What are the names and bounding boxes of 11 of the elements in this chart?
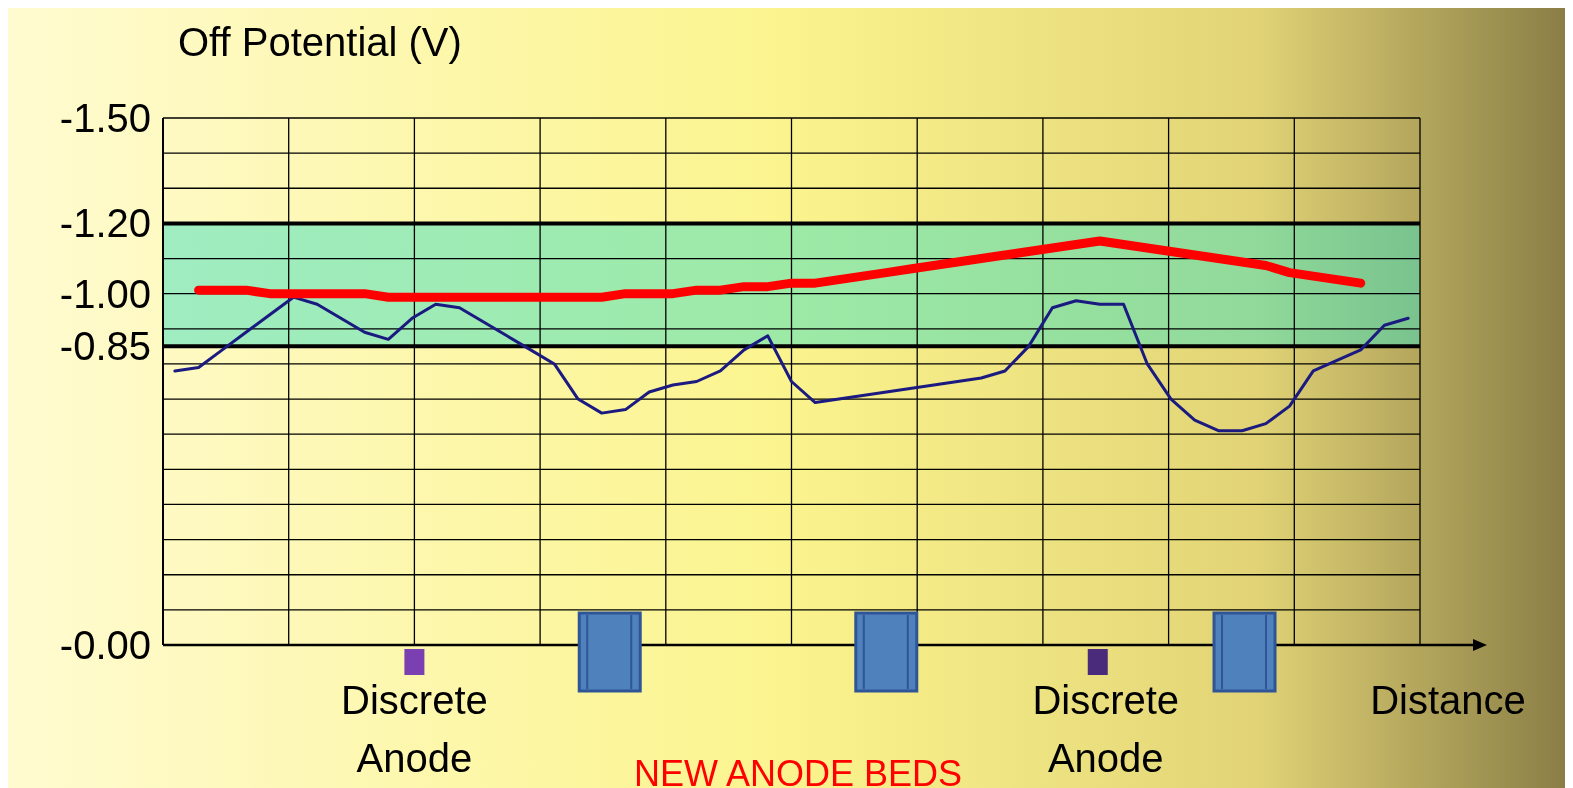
y-tick-label: -1.00 bbox=[59, 271, 151, 316]
y-tick-label: -0.85 bbox=[59, 324, 151, 369]
y-tick-label: -0.00 bbox=[59, 623, 151, 667]
text: Discrete Anode bbox=[341, 678, 488, 780]
chart-title: Off Potential (V) bbox=[178, 20, 462, 64]
text: NEW ANODE BEDS bbox=[633, 753, 963, 788]
text: Discrete Anode bbox=[1032, 678, 1180, 780]
y-tick-label: -1.20 bbox=[59, 201, 151, 246]
x-axis-title: Distance bbox=[1370, 678, 1526, 722]
line-series bbox=[173, 295, 1410, 433]
y-tick-label: -1.50 bbox=[59, 96, 151, 140]
